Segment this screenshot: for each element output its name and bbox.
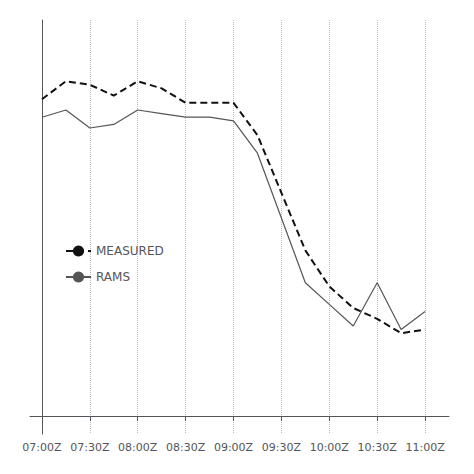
svg-text:07:00Z: 07:00Z (22, 441, 62, 454)
svg-text:07:30Z: 07:30Z (70, 441, 110, 454)
svg-text:08:00Z: 08:00Z (118, 441, 158, 454)
svg-text:09:00Z: 09:00Z (214, 441, 254, 454)
svg-text:10:00Z: 10:00Z (310, 441, 350, 454)
svg-text:10:30Z: 10:30Z (358, 441, 398, 454)
svg-text:RAMS: RAMS (96, 270, 130, 284)
svg-text:09:30Z: 09:30Z (262, 441, 302, 454)
svg-text:08:30Z: 08:30Z (166, 441, 206, 454)
svg-text:11:00Z: 11:00Z (405, 441, 445, 454)
svg-text:MEASURED: MEASURED (96, 244, 164, 258)
